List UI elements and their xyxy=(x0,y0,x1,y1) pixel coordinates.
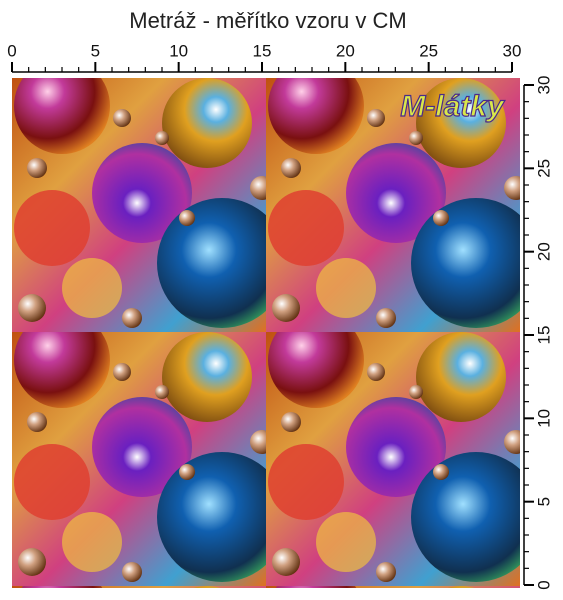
ruler-label: 5 xyxy=(534,497,553,506)
fabric-pattern xyxy=(12,78,520,588)
title: Metráž - měřítko vzoru v CM xyxy=(129,8,406,33)
ruler-label: 25 xyxy=(419,41,438,60)
ruler-label: 0 xyxy=(534,580,553,589)
ruler-label: 25 xyxy=(534,159,553,178)
ruler-label: 0 xyxy=(7,41,16,60)
logo: M-látky xyxy=(400,90,505,123)
ruler-label: 30 xyxy=(503,41,522,60)
ruler-label: 15 xyxy=(534,326,553,345)
ruler-label: 20 xyxy=(534,242,553,261)
ruler-label: 15 xyxy=(253,41,272,60)
ruler-label: 10 xyxy=(169,41,188,60)
rulers: 0 5 10 15 20 25 30 0 5 10 15 20 25 30 xyxy=(7,41,553,589)
ruler-label: 30 xyxy=(534,76,553,95)
ruler-label: 5 xyxy=(91,41,100,60)
ruler-label: 10 xyxy=(534,409,553,428)
ruler-label: 20 xyxy=(336,41,355,60)
